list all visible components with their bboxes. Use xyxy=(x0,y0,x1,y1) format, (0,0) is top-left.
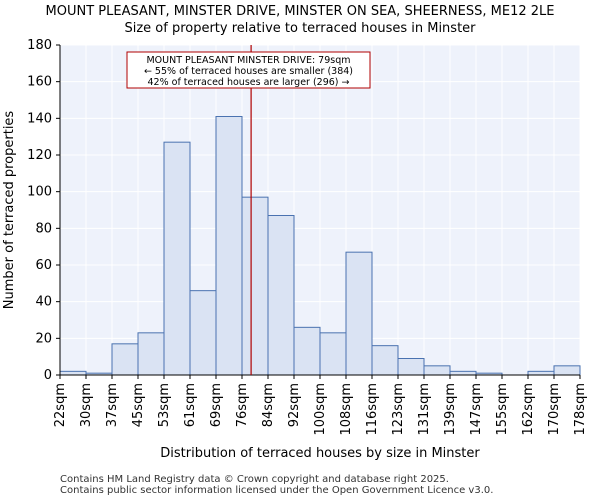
x-tick-label: 76sqm xyxy=(235,383,250,427)
bar-61sqm xyxy=(189,290,217,376)
x-tick-label: 155sqm xyxy=(495,383,510,436)
bar-92sqm xyxy=(293,326,321,376)
bar-22sqm xyxy=(59,370,87,376)
x-tick-label: 147sqm xyxy=(469,383,484,436)
y-tick-label: 60 xyxy=(35,258,52,273)
bar-123sqm xyxy=(397,358,425,376)
bar-108sqm xyxy=(345,251,373,376)
x-tick-label: 84sqm xyxy=(261,383,276,427)
footer-line-2: Contains public sector information licen… xyxy=(60,485,494,496)
bar-76sqm xyxy=(241,196,269,376)
x-tick-label: 92sqm xyxy=(287,383,302,427)
x-tick-label: 123sqm xyxy=(391,383,406,436)
x-tick-label: 108sqm xyxy=(339,383,354,436)
x-tick-label: 178sqm xyxy=(573,383,588,436)
y-tick-label: 80 xyxy=(35,221,52,236)
bar-139sqm xyxy=(449,370,477,376)
y-tick-label: 160 xyxy=(27,75,52,90)
x-tick-label: 37sqm xyxy=(105,383,120,427)
bar-84sqm xyxy=(267,215,295,376)
x-tick-label: 139sqm xyxy=(443,383,458,436)
x-tick-label: 116sqm xyxy=(365,383,380,436)
x-tick-label: 61sqm xyxy=(183,383,198,427)
chart-subtitle: Size of property relative to terraced ho… xyxy=(124,21,476,36)
y-tick-label: 40 xyxy=(35,295,52,310)
annotation-line-1: MOUNT PLEASANT MINSTER DRIVE: 79sqm xyxy=(146,55,350,66)
x-tick-label: 100sqm xyxy=(313,383,328,436)
x-tick-label: 30sqm xyxy=(79,383,94,427)
y-tick-label: 100 xyxy=(27,185,52,200)
x-tick-label: 69sqm xyxy=(209,383,224,427)
x-tick-label: 170sqm xyxy=(547,383,562,436)
x-axis-label: Distribution of terraced houses by size … xyxy=(160,446,480,461)
annotation-box xyxy=(126,51,371,89)
bar-53sqm xyxy=(163,141,191,376)
bar-170sqm xyxy=(553,365,581,376)
x-tick-label: 22sqm xyxy=(53,383,68,427)
y-tick-label: 20 xyxy=(35,331,52,346)
bar-100sqm xyxy=(319,332,347,376)
y-axis-label: Number of terraced properties xyxy=(2,111,17,310)
x-tick-label: 53sqm xyxy=(157,383,172,427)
y-tick-label: 120 xyxy=(27,148,52,163)
bar-131sqm xyxy=(423,365,451,376)
y-tick-label: 0 xyxy=(44,368,52,383)
bar-37sqm xyxy=(111,343,139,376)
annotation-line-2: ← 55% of terraced houses are smaller (38… xyxy=(144,66,353,77)
page-title: MOUNT PLEASANT, MINSTER DRIVE, MINSTER O… xyxy=(45,4,555,19)
x-tick-label: 131sqm xyxy=(417,383,432,436)
bar-162sqm xyxy=(527,370,555,376)
x-tick-label: 162sqm xyxy=(521,383,536,436)
bar-69sqm xyxy=(215,116,243,376)
y-tick-label: 180 xyxy=(27,38,52,53)
x-tick-label: 45sqm xyxy=(131,383,146,427)
annotation-line-3: 42% of terraced houses are larger (296) … xyxy=(148,77,350,88)
bar-116sqm xyxy=(371,345,399,376)
y-tick-label: 140 xyxy=(27,111,52,126)
footer-line-1: Contains HM Land Registry data © Crown c… xyxy=(60,474,449,485)
bar-45sqm xyxy=(137,332,165,376)
